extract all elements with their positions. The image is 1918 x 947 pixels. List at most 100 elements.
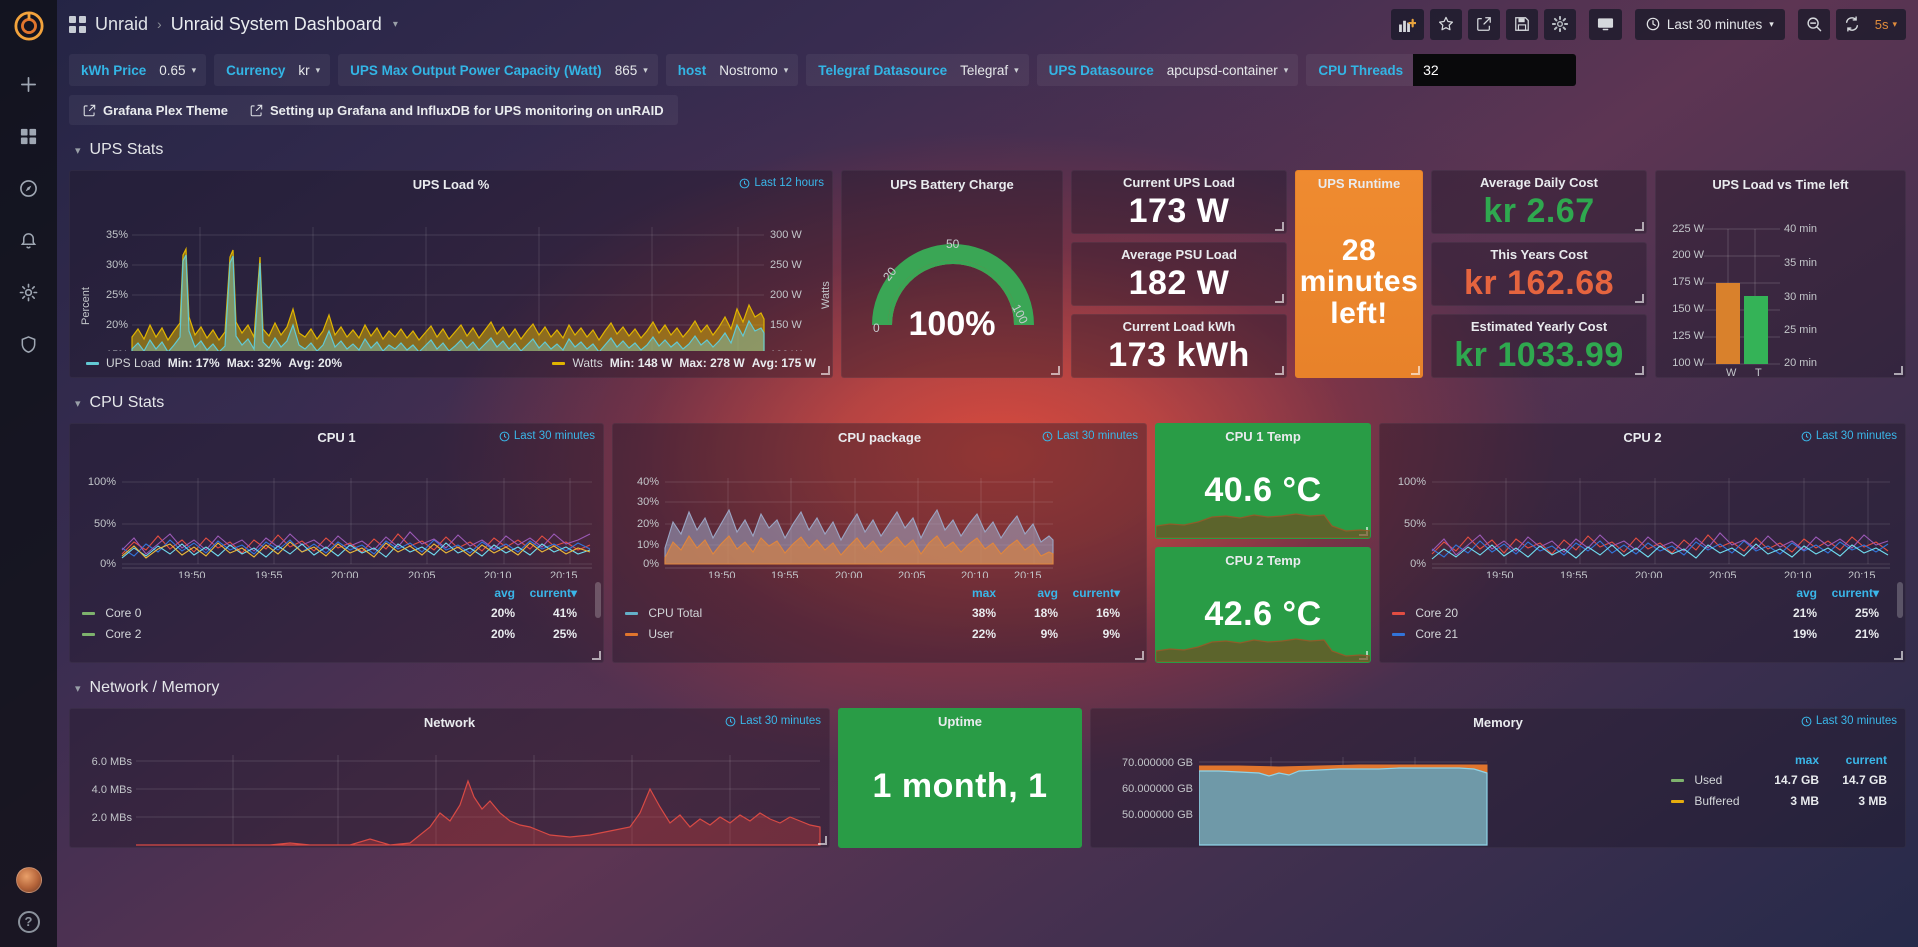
legend-scrollbar[interactable] [595,582,601,618]
variable-kwh-price[interactable]: kWh Price 0.65 ▾ [69,54,207,86]
server-admin-shield-icon[interactable] [0,324,57,364]
legend-header-current[interactable]: current▾ [529,586,577,600]
dashboards-icon[interactable] [0,116,57,156]
save-button[interactable] [1505,8,1538,40]
panel-graph-area[interactable]: 100% 50% 0% [70,450,603,578]
legend-header-current[interactable]: current▾ [1831,586,1879,600]
legend-row[interactable]: CPU Total 38% 18% 16% [625,602,1128,623]
panel-resize-handle[interactable] [1635,222,1644,231]
legend-row[interactable]: Used 14.7 GB 14.7 GB [1671,769,1895,790]
panel-resize-handle[interactable] [1894,651,1903,660]
refresh-interval-picker[interactable]: 5s ▾ [1867,8,1906,40]
time-range-picker[interactable]: Last 30 minutes ▾ [1634,8,1785,40]
panel-header[interactable]: Average Daily Cost [1472,171,1606,194]
panel-resize-handle[interactable] [1275,222,1284,231]
panel-resize-handle[interactable] [818,836,827,845]
legend-row[interactable]: Buffered 3 MB 3 MB [1671,790,1895,811]
legend-item-watts[interactable]: Watts Min: 148 W Max: 278 W Avg: 175 W [552,353,816,374]
variable-cpu-threads[interactable]: CPU Threads [1306,54,1577,86]
chevron-down-icon[interactable]: ▾ [392,18,398,30]
panel-resize-handle[interactable] [1275,294,1284,303]
legend-row[interactable]: Core 0 20% 41% [82,602,585,623]
panel-header[interactable]: UPS Load vs Time left [1656,171,1905,197]
legend-header-avg[interactable]: avg [1796,586,1817,600]
row-header-network-memory[interactable]: ▾ Network / Memory [75,673,1906,703]
legend-row[interactable]: Core 2 20% 25% [82,623,585,644]
variable-value[interactable]: Telegraf ▾ [960,63,1019,78]
cpu-threads-input[interactable] [1413,54,1577,86]
variable-host[interactable]: host Nostromo ▾ [665,54,799,86]
panel-graph-area[interactable]: 100% 50% 0% [1380,450,1905,578]
legend-header-avg[interactable]: avg [1037,586,1058,600]
panel-header[interactable]: CPU 1 Temp [1217,424,1309,448]
dashboard-grid-icon[interactable] [69,15,86,33]
variable-ups-datasource[interactable]: UPS Datasource apcupsd-container ▾ [1036,54,1299,86]
dashboard-settings-button[interactable] [1543,8,1576,40]
legend-item-ups-load[interactable]: UPS Load Min: 17% Max: 32% Avg: 20% [86,353,342,374]
alerting-icon[interactable] [0,220,57,260]
panel-header[interactable]: Current UPS Load [1115,171,1243,194]
panel-graph-area[interactable]: 6.0 MBs 4.0 MBs 2.0 MBs [70,735,829,847]
panel-header[interactable]: CPU 2 Last 30 minutes [1380,424,1905,450]
panel-header[interactable]: UPS Runtime [1310,171,1408,195]
panel-header[interactable]: CPU 1 Last 30 minutes [70,424,603,450]
star-button[interactable] [1429,8,1462,40]
variable-value[interactable]: Nostromo ▾ [719,63,788,78]
variable-value[interactable]: kr ▾ [298,63,320,78]
dashboard-link-ups-monitoring-guide[interactable]: Setting up Grafana and InfluxDB for UPS … [250,103,664,118]
panel-header[interactable]: Network Last 30 minutes [70,709,829,735]
zoom-out-time-button[interactable] [1797,8,1830,40]
help-icon[interactable]: ? [17,911,40,933]
create-icon[interactable] [0,64,57,104]
explore-icon[interactable] [0,168,57,208]
variable-value[interactable]: apcupsd-container ▾ [1167,63,1289,78]
panel-resize-handle[interactable] [1411,366,1420,375]
legend-header-max[interactable]: max [1794,753,1819,767]
refresh-button[interactable] [1835,8,1868,40]
variable-value[interactable]: 0.65 ▾ [159,63,196,78]
panel-resize-handle[interactable] [1275,366,1284,375]
legend-row[interactable]: User 22% 9% 9% [625,623,1128,644]
page-title[interactable]: Unraid System Dashboard [170,13,382,34]
panel-header[interactable]: CPU package Last 30 minutes [613,424,1146,450]
panel-resize-handle[interactable] [592,651,601,660]
panel-header[interactable]: Current Load kWh [1115,315,1244,338]
bar-chart-area[interactable]: 225 W 200 W 175 W 150 W 125 W 100 W 40 m… [1656,197,1905,377]
panel-resize-handle[interactable] [1894,366,1903,375]
dashboard-link-grafana-plex-theme[interactable]: Grafana Plex Theme [83,103,228,118]
panel-header[interactable]: This Years Cost [1482,243,1595,266]
legend-row[interactable]: Core 20 21% 25% [1392,602,1887,623]
legend-header-max[interactable]: max [971,586,996,600]
breadcrumb-root[interactable]: Unraid [95,13,149,34]
row-header-cpu-stats[interactable]: ▾ CPU Stats [75,388,1906,418]
panel-graph-area[interactable]: 70.000000 GB 60.000000 GB 50.000000 GB [1091,735,1905,847]
add-panel-button[interactable] [1390,8,1424,40]
row-header-ups-stats[interactable]: ▾ UPS Stats [75,135,1906,165]
share-button[interactable] [1467,8,1500,40]
configuration-gear-icon[interactable] [0,272,57,312]
legend-header-current[interactable]: current [1845,753,1887,767]
panel-resize-handle[interactable] [821,366,830,375]
legend-scrollbar[interactable] [1897,582,1903,618]
panel-header[interactable]: Average PSU Load [1113,243,1245,266]
panel-header[interactable]: Estimated Yearly Cost [1463,315,1615,338]
panel-resize-handle[interactable] [1051,366,1060,375]
panel-resize-handle[interactable] [1635,366,1644,375]
panel-header[interactable]: UPS Load % Last 12 hours [70,171,832,197]
grafana-logo[interactable] [0,0,57,52]
panel-header[interactable]: Uptime [930,709,990,733]
panel-graph-area[interactable]: Percent Watts 35% 30% 25% 20% 15% 300 W … [70,197,832,351]
tv-mode-button[interactable] [1588,8,1622,40]
variable-ups-max-output-power-capacity[interactable]: UPS Max Output Power Capacity (Watt) 865… [338,54,658,86]
panel-resize-handle[interactable] [1135,651,1144,660]
legend-header-avg[interactable]: avg [494,586,515,600]
panel-header[interactable]: UPS Battery Charge [842,171,1062,197]
panel-header[interactable]: CPU 2 Temp [1217,548,1309,572]
panel-resize-handle[interactable] [1635,294,1644,303]
panel-header[interactable]: Memory Last 30 minutes [1091,709,1905,735]
panel-graph-area[interactable]: 40% 30% 20% 10% 0% [613,450,1146,578]
gauge-area[interactable]: 0 20 50 100 100% [842,197,1062,377]
legend-header-current[interactable]: current▾ [1072,586,1120,600]
variable-telegraf-datasource[interactable]: Telegraf Datasource Telegraf ▾ [806,54,1029,86]
variable-value[interactable]: 865 ▾ [615,63,648,78]
